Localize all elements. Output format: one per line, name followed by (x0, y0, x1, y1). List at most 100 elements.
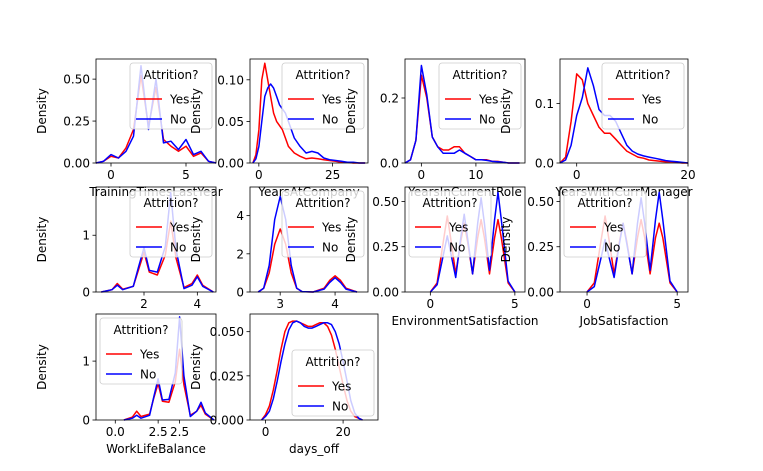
series-line-no-4 (559, 67, 689, 164)
subplot-1: 050.000.250.50DensityTrainingTimesLastYe… (35, 58, 223, 199)
axes-frame (404, 58, 526, 164)
legend: Attrition? Yes No (281, 190, 365, 258)
legend-box (99, 317, 183, 385)
y-tick-label: 0.25 (527, 240, 554, 254)
legend-entry-yes: Yes (321, 93, 341, 107)
series-line-no-9 (123, 316, 215, 421)
x-tick-label: 5 (182, 168, 190, 182)
legend-title: Attrition? (422, 196, 477, 210)
legend-entry-no: No (642, 113, 658, 127)
legend-entry-no: No (604, 241, 620, 255)
subplot-10: 0 20 0.000 0.025 0.050 Density days_off Attriti… (189, 313, 379, 456)
x-tick-label: 0 (573, 168, 581, 182)
legend: Attrition? Yes No (601, 62, 685, 130)
legend-entry-no: No (449, 241, 465, 255)
x-axis-label: JobSatisfaction (579, 314, 669, 328)
y-tick-label: 0.10 (217, 73, 244, 87)
legend-entry-no: No (170, 241, 186, 255)
x-tick-label: 0 (262, 425, 270, 439)
axes-frame (249, 186, 369, 293)
subplot-6: 3 4 0 2 4 Density Attrition? Yes No (189, 186, 369, 311)
subplot-5: 2 4 0 1 Density Attrition? Yes No (35, 186, 217, 311)
y-tick-label: 0.1 (535, 97, 554, 111)
y-axis-label: Density (35, 88, 49, 134)
legend-box (601, 62, 685, 130)
axes-frame (249, 313, 379, 421)
legend-entry-yes: Yes (169, 221, 189, 235)
x-tick-label: 10 (468, 168, 483, 182)
legend: Attrition? Yes No (563, 190, 647, 258)
x-tick-label: 0 (107, 168, 115, 182)
subplot-7: 0 5 0.00 0.25 0.50 Density EnvironmentSatisfac… (344, 186, 539, 328)
legend-title: Attrition? (305, 355, 360, 369)
legend-entry-yes: Yes (448, 221, 468, 235)
y-axis-label: Density (35, 217, 49, 263)
x-tick-label: 0 (583, 297, 591, 311)
legend-entry-no: No (479, 113, 495, 127)
x-axis-label: WorkLifeBalance (106, 442, 206, 456)
y-tick-label: 0.25 (63, 115, 90, 129)
legend-entry-no: No (170, 113, 186, 127)
series-line-no-6 (257, 195, 358, 293)
x-tick-label: 5 (511, 297, 519, 311)
y-tick-label: 0 (82, 286, 90, 300)
series-line-yes-4 (559, 73, 688, 164)
x-tick-label: 2.5 (149, 425, 168, 439)
legend-entry-yes: Yes (169, 93, 189, 107)
legend-box (438, 62, 522, 130)
y-tick-label: 1 (82, 229, 90, 243)
x-tick-label: 0 (427, 297, 435, 311)
x-tick-label: 4 (331, 297, 339, 311)
legend-entry-yes: Yes (478, 93, 498, 107)
y-axis-label: Density (499, 217, 513, 263)
legend-entry-yes: Yes (331, 380, 351, 394)
legend-box (408, 190, 492, 258)
x-tick-label: 5 (673, 297, 681, 311)
legend-box (129, 190, 213, 258)
y-tick-label: 0.05 (217, 115, 244, 129)
x-tick-label: 2 (140, 297, 148, 311)
y-axis-label: Density (499, 88, 513, 134)
y-tick-label: 0.025 (210, 369, 244, 383)
legend: Attrition? Yes No (408, 190, 492, 258)
legend-title: Attrition? (295, 196, 350, 210)
legend-entry-no: No (322, 241, 338, 255)
x-tick-label: 0.0 (106, 425, 125, 439)
y-axis-label: Density (344, 88, 358, 134)
legend-entry-yes: Yes (641, 93, 661, 107)
legend-entry-yes: Yes (139, 348, 159, 362)
legend-entry-no: No (332, 400, 348, 414)
y-tick-label: 1 (82, 355, 90, 369)
subplot-9: 0.0 2.5 2.5 0 1 Density WorkLifeBalance Attriti… (35, 313, 217, 456)
y-tick-label: 0.0 (380, 157, 399, 171)
x-tick-label: 2.5 (170, 425, 189, 439)
legend: Attrition? Yes No (129, 62, 213, 130)
x-axis-label: EnvironmentSatisfaction (391, 314, 538, 328)
subplot-4: 0200.00.1DensityYearsWithCurrManagerAttr… (499, 58, 696, 199)
y-axis-label: Density (189, 88, 203, 134)
y-tick-label: 0.50 (63, 73, 90, 87)
y-tick-label: 0.50 (372, 195, 399, 209)
legend-title: Attrition? (113, 323, 168, 337)
series-line-yes-2 (252, 62, 366, 164)
axes-frame (559, 186, 689, 293)
y-tick-label: 0.0 (535, 157, 554, 171)
legend-box (281, 190, 365, 258)
axes-frame (249, 58, 369, 164)
y-tick-label: 0.050 (210, 325, 244, 339)
series-line-no-5 (101, 191, 214, 293)
legend: Attrition? Yes No (281, 62, 365, 130)
y-tick-label: 0.00 (372, 286, 399, 300)
x-tick-label: 3 (276, 297, 284, 311)
axes-frame (95, 313, 217, 421)
axes-frame (95, 58, 217, 164)
y-tick-label: 0.50 (527, 195, 554, 209)
axes-frame (559, 58, 689, 164)
legend-entry-no: No (140, 368, 156, 382)
y-axis-label: Density (344, 217, 358, 263)
series-line-no-3 (404, 64, 520, 164)
y-tick-label: 0.00 (63, 157, 90, 171)
legend-box (129, 62, 213, 130)
series-line-no-2 (252, 83, 366, 164)
